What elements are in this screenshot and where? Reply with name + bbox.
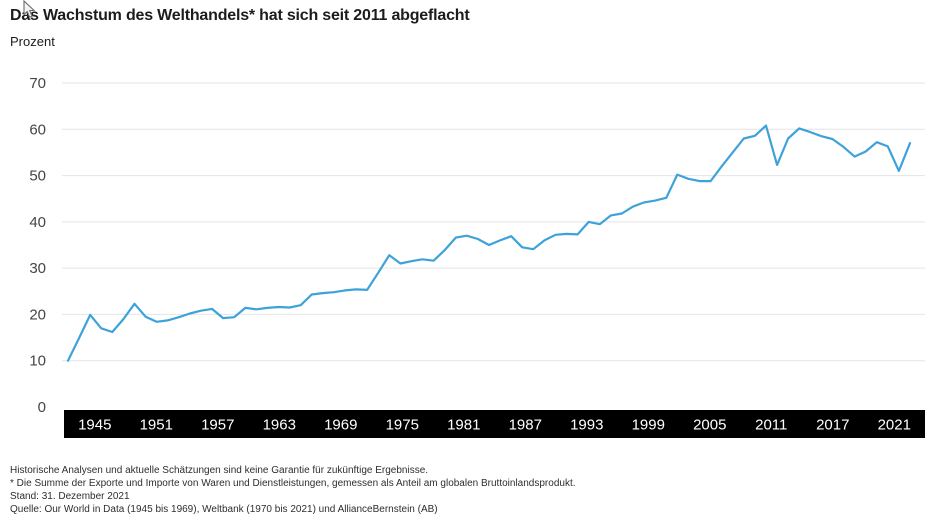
x-axis-tick-label: 1957 bbox=[201, 417, 234, 434]
x-axis-tick-label: 1993 bbox=[570, 417, 603, 434]
y-axis-tick-label: 10 bbox=[29, 353, 46, 370]
chart-footnotes: Historische Analysen und aktuelle Schätz… bbox=[10, 464, 576, 516]
y-axis-unit-label: Prozent bbox=[10, 34, 55, 49]
y-axis-tick-label: 50 bbox=[29, 168, 46, 185]
mouse-cursor-icon bbox=[23, 0, 36, 18]
footnote-disclaimer: Historische Analysen und aktuelle Schätz… bbox=[10, 465, 429, 476]
x-axis-tick-label: 1987 bbox=[509, 417, 542, 434]
x-axis-tick-label: 2005 bbox=[693, 417, 726, 434]
y-axis-tick-label: 0 bbox=[38, 399, 46, 416]
chart-title: Das Wachstum des Welthandels* hat sich s… bbox=[10, 7, 470, 24]
footnote-as-of-date: Stand: 31. Dezember 2021 bbox=[10, 491, 130, 502]
x-axis-tick-label: 2017 bbox=[816, 417, 849, 434]
y-axis-tick-label: 70 bbox=[29, 75, 46, 92]
y-axis-tick-label: 40 bbox=[29, 214, 46, 231]
world-trade-line bbox=[66, 124, 912, 362]
x-axis-tick-label: 1945 bbox=[78, 417, 111, 434]
chart-canvas: 0 10 20 30 40 50 60 70 1945 1951 1957 1963 1969 1975 1… bbox=[29, 75, 925, 438]
footnote-definition: * Die Summe der Exporte und Importe von … bbox=[10, 478, 576, 489]
x-axis-tick-label: 1951 bbox=[140, 417, 173, 434]
x-axis-tick-label: 1981 bbox=[447, 417, 480, 434]
y-axis-tick-label: 60 bbox=[29, 121, 46, 138]
x-axis-tick-label: 2011 bbox=[755, 417, 787, 434]
x-axis-tick-label: 1999 bbox=[632, 417, 665, 434]
x-axis-tick-label: 1969 bbox=[324, 417, 357, 434]
x-axis-tick-label: 1975 bbox=[386, 417, 419, 434]
y-axis-tick-label: 30 bbox=[29, 260, 46, 277]
x-axis-tick-label: 1963 bbox=[263, 417, 296, 434]
footnote-source: Quelle: Our World in Data (1945 bis 1969… bbox=[10, 504, 438, 515]
y-axis-tick-label: 20 bbox=[29, 306, 46, 323]
x-axis-band bbox=[64, 410, 925, 438]
x-axis-tick-label: 2021 bbox=[878, 417, 911, 434]
